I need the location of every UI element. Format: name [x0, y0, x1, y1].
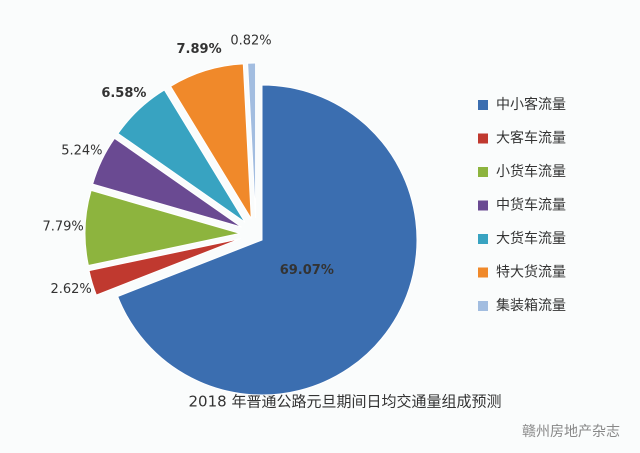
legend-swatch: [478, 301, 488, 311]
legend-label: 中货车流量: [496, 197, 566, 214]
pie-slice: [88, 238, 241, 296]
legend-label: 小货车流量: [496, 163, 566, 180]
legend-swatch: [478, 100, 488, 110]
data-label: 69.07%: [280, 263, 334, 278]
data-label: 6.58%: [101, 86, 146, 101]
legend-swatch: [478, 167, 488, 177]
data-label: 5.24%: [61, 143, 102, 158]
legend-swatch: [478, 234, 488, 244]
data-label: 7.79%: [42, 219, 83, 234]
pie-slice: [117, 84, 418, 396]
legend-swatch: [478, 267, 488, 278]
data-label: 0.82%: [230, 34, 271, 49]
legend-label: 集装箱流量: [496, 297, 566, 314]
pie-slice: [169, 63, 252, 219]
watermark: 赣州房地产杂志: [522, 424, 620, 440]
pie-slice: [84, 189, 241, 267]
legend-label: 大客车流量: [496, 130, 566, 147]
pie-slice: [117, 89, 246, 223]
pie-slice: [247, 62, 257, 219]
chart-title: 2018 年普通公路元旦期间日均交通量组成预测: [189, 393, 502, 411]
data-label: 7.89%: [177, 42, 222, 57]
pie-slice: [92, 137, 242, 228]
legend-swatch: [478, 200, 488, 211]
legend-label: 特大货流量: [496, 264, 566, 281]
data-label: 2.62%: [50, 282, 91, 297]
legend-label: 中小客流量: [496, 96, 566, 113]
legend-label: 大货车流量: [496, 230, 566, 247]
legend-swatch: [478, 133, 488, 144]
